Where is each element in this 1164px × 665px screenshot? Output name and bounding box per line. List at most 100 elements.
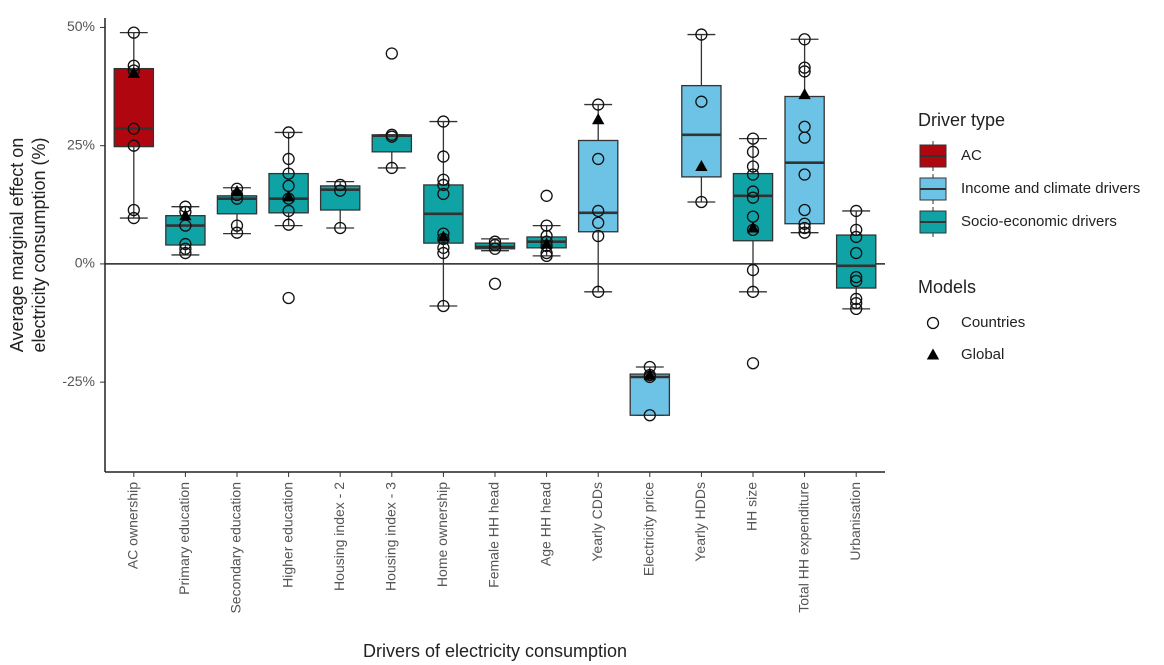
country-point [746, 160, 760, 173]
country-point [746, 191, 760, 204]
country-point [746, 145, 760, 158]
country-point [592, 98, 605, 111]
country-point [334, 184, 347, 197]
x-tick-label: Secondary education [228, 482, 244, 614]
country-point [437, 241, 450, 254]
country-point [437, 299, 450, 313]
country-point [592, 216, 605, 229]
country-point [488, 277, 502, 290]
country-point [592, 229, 605, 243]
legend-label: Socio-economic drivers [961, 213, 1117, 230]
x-tick-label: Electricity price [641, 482, 657, 576]
country-point [437, 173, 450, 186]
country-point [179, 237, 192, 251]
country-point [282, 204, 295, 218]
country-point [540, 249, 553, 263]
legend-label: Countries [961, 314, 1025, 331]
country-point [592, 204, 605, 218]
box [371, 134, 413, 153]
legend-title: Models [918, 277, 976, 297]
box [681, 84, 722, 178]
global-point [540, 237, 553, 249]
global-point [179, 209, 192, 221]
country-point [643, 409, 656, 422]
country-point [540, 189, 553, 202]
country-point [437, 246, 450, 260]
country-point [334, 221, 347, 235]
country-point [850, 204, 863, 218]
global-point [437, 230, 450, 242]
country-point [798, 226, 811, 239]
x-axis-title: Drivers of electricity consumption [363, 641, 627, 661]
country-point [592, 152, 605, 166]
country-point [850, 230, 863, 244]
country-point [850, 292, 863, 306]
country-point [127, 122, 140, 135]
country-point [798, 217, 811, 230]
country-point [437, 150, 450, 163]
country-point [798, 203, 811, 217]
country-point [282, 218, 295, 231]
country-point [695, 195, 708, 209]
country-point [230, 219, 244, 232]
x-tick-label: Higher education [279, 482, 295, 588]
country-point [798, 221, 811, 235]
country-point [746, 263, 760, 277]
global-point [798, 88, 811, 100]
country-point [230, 226, 244, 239]
x-tick-label: AC ownership [125, 482, 141, 569]
legend-key [926, 316, 940, 330]
country-point [746, 285, 760, 298]
country-point [850, 246, 863, 260]
box [577, 139, 619, 233]
country-point [437, 178, 450, 192]
country-point [437, 187, 450, 201]
country-point [385, 161, 398, 175]
country-point [850, 297, 863, 310]
global-point [282, 190, 295, 202]
box [784, 95, 825, 225]
x-tick-label: Yearly CDDs [589, 482, 605, 562]
x-tick-label: Total HH expenditure [795, 482, 811, 613]
country-point [488, 238, 502, 252]
legend-label: AC [961, 147, 982, 164]
global-point [746, 221, 760, 233]
legend-label: Global [961, 346, 1004, 363]
country-point [746, 132, 760, 145]
country-point [798, 168, 811, 181]
global-point [230, 185, 244, 197]
country-point [437, 115, 450, 128]
country-point [127, 139, 140, 152]
country-point [282, 126, 295, 139]
box [113, 67, 155, 148]
country-point [798, 131, 811, 144]
x-tick-label: Primary education [176, 482, 192, 595]
legend-key [926, 348, 940, 360]
y-tick-label: 25% [67, 136, 95, 152]
x-tick-label: Housing index - 2 [331, 482, 347, 591]
box [835, 234, 877, 289]
country-point [798, 61, 811, 74]
x-tick-label: Age HH head [537, 482, 553, 566]
country-point [746, 168, 760, 181]
country-point [850, 302, 863, 315]
country-point [488, 242, 502, 255]
country-point [334, 178, 347, 192]
legend-label: Income and climate drivers [961, 180, 1140, 197]
country-point [798, 33, 811, 46]
x-tick-label: Female HH head [486, 482, 502, 588]
country-point [282, 167, 295, 180]
global-point [592, 113, 605, 125]
x-tick-label: Home ownership [434, 482, 450, 587]
country-point [798, 65, 811, 78]
country-point [282, 152, 295, 166]
country-point [282, 291, 295, 305]
country-point [488, 235, 502, 248]
country-point [695, 95, 708, 108]
x-tick-label: Urbanisation [847, 482, 863, 561]
country-point [850, 274, 863, 288]
legend-title: Driver type [918, 110, 1005, 130]
country-point [179, 246, 192, 260]
